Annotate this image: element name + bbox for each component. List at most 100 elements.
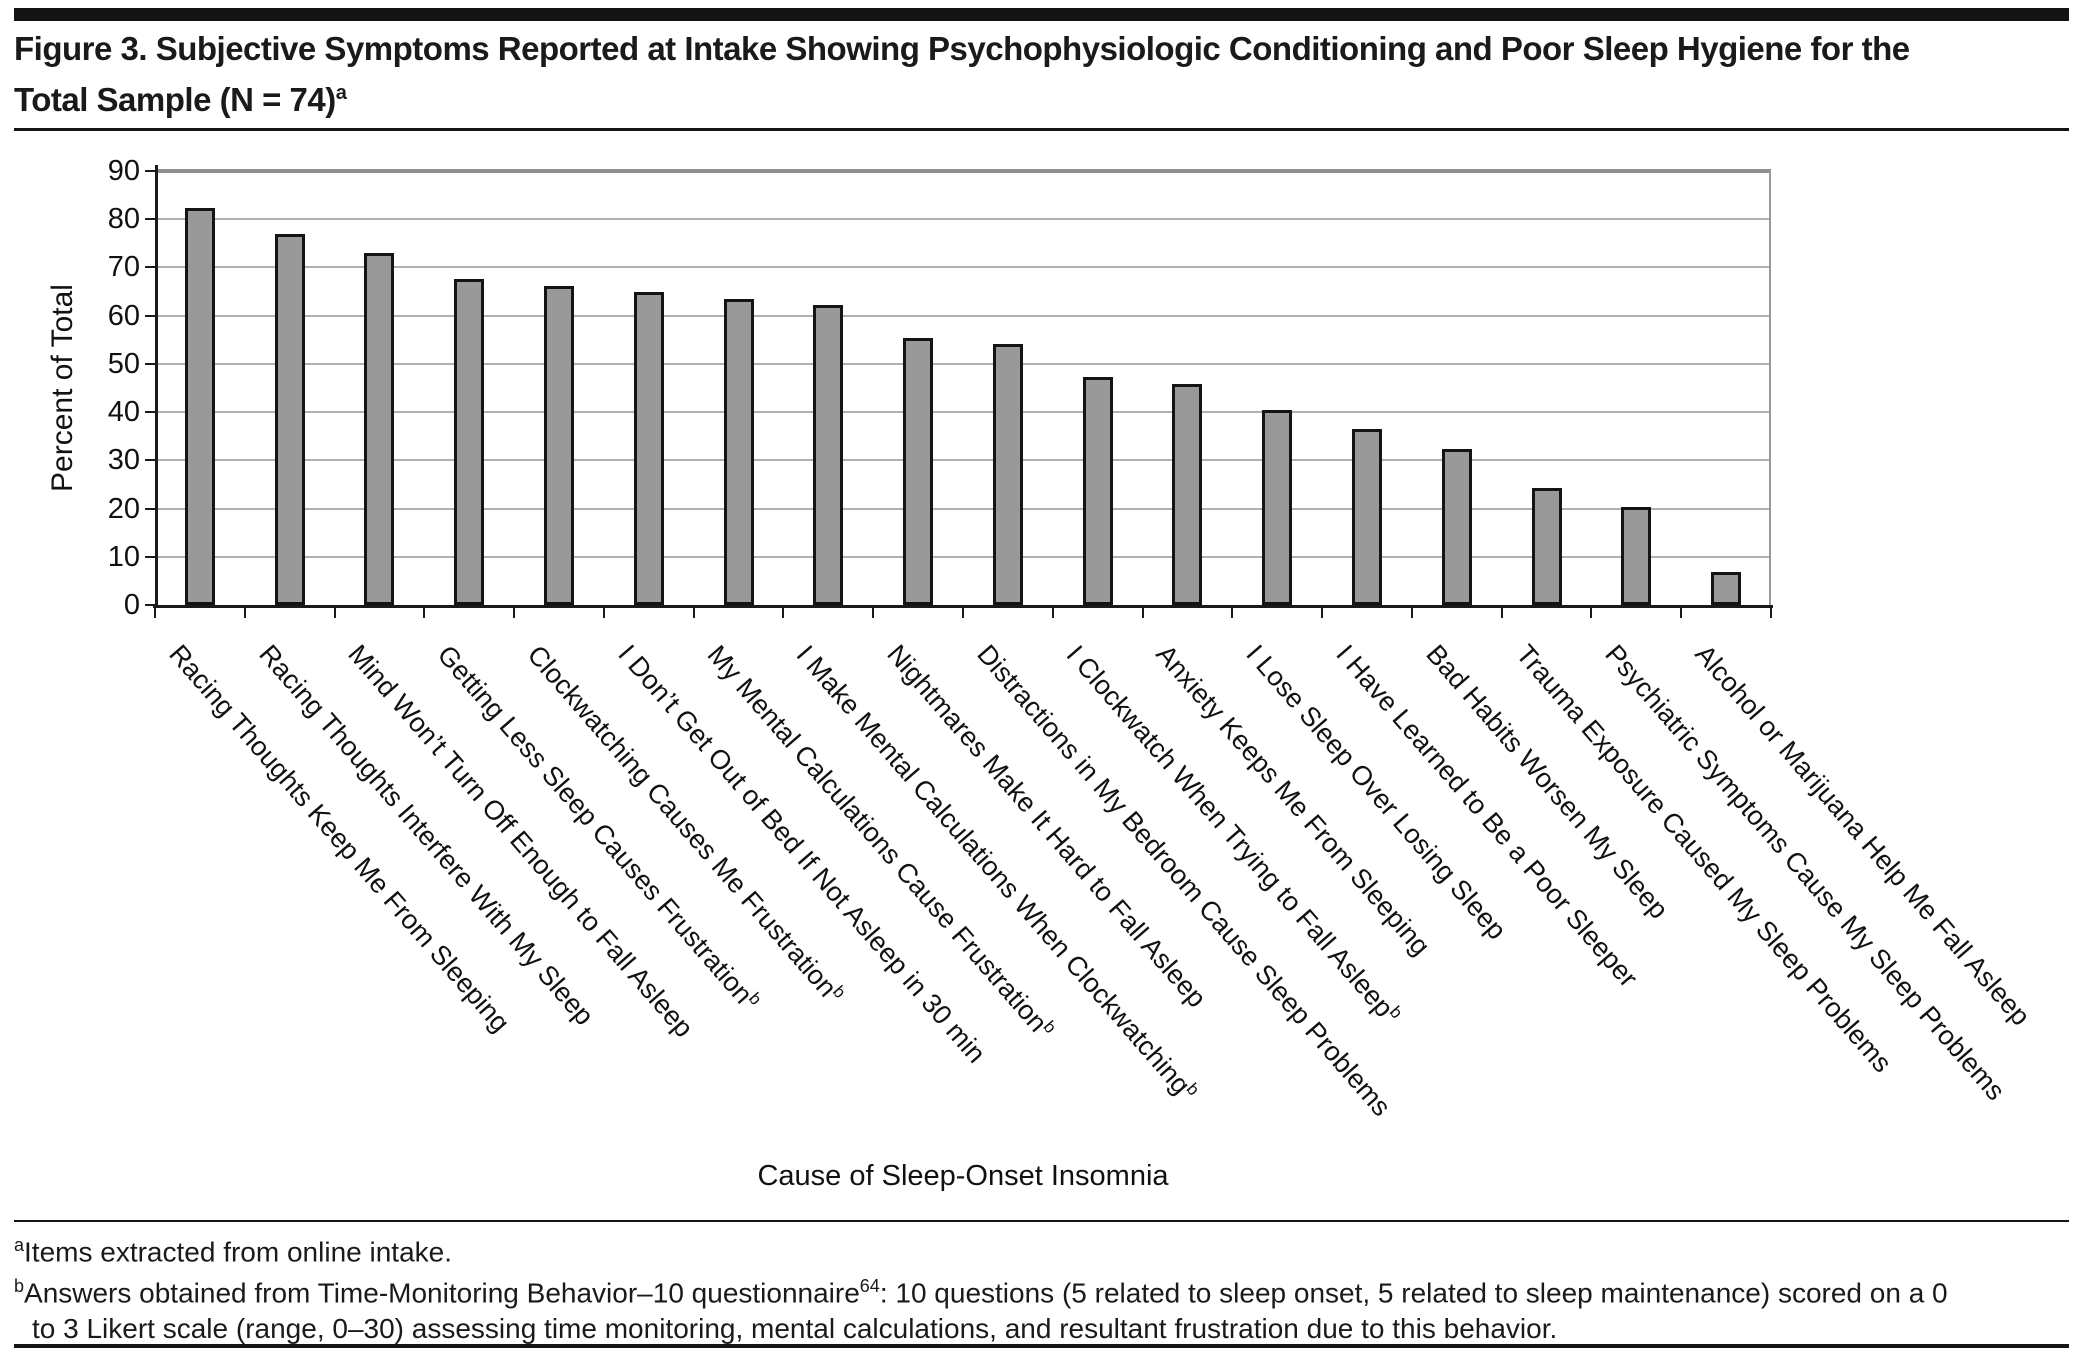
y-tick [145, 218, 155, 221]
gridline [155, 459, 1771, 462]
footnote-a-text: Items extracted from online intake. [24, 1236, 452, 1268]
x-tick [1410, 608, 1413, 618]
bar [1352, 428, 1382, 605]
footnote-a: aItems extracted from online intake. [14, 1228, 2069, 1269]
x-tick [782, 608, 785, 618]
footnote-b-text-1: Answers obtained from Time-Monitoring Be… [24, 1277, 860, 1309]
x-tick [602, 608, 605, 618]
x-axis-label: Distractions in My Bedroom Cause Sleep P… [971, 639, 1397, 1122]
bar [633, 292, 664, 605]
bar [1262, 409, 1293, 605]
y-tick-label: 60 [107, 299, 140, 332]
footnote-b-text-3: to 3 Likert scale (range, 0–30) assessin… [32, 1312, 1558, 1344]
x-tick [154, 608, 156, 618]
gridline [155, 411, 1771, 414]
bar [813, 305, 844, 605]
title-divider-rule [14, 128, 2069, 131]
bar [1082, 376, 1113, 605]
bar [723, 298, 754, 605]
x-tick [513, 608, 516, 618]
x-tick [243, 608, 246, 618]
x-tick [1770, 608, 1772, 618]
bar [992, 344, 1023, 605]
bar [1172, 383, 1203, 605]
y-tick [145, 170, 155, 172]
bottom-black-rule [14, 1344, 2069, 1348]
gridline [155, 507, 1771, 510]
x-tick [1680, 608, 1683, 618]
y-tick [145, 314, 155, 317]
x-axis-label: Racing Thoughts Interfere With My Sleep [253, 639, 600, 1031]
x-axis-title: Cause of Sleep-Onset Insomnia [757, 1160, 1169, 1192]
bar [454, 279, 485, 605]
x-tick [872, 608, 875, 618]
y-tick [145, 507, 155, 510]
top-black-rule [14, 8, 2069, 21]
x-axis-label-footnote-marker: b [1039, 1017, 1060, 1037]
bar [274, 233, 305, 605]
gridline [155, 362, 1771, 365]
footnote-b: bAnswers obtained from Time-Monitoring B… [14, 1269, 2069, 1345]
y-tick-label: 50 [107, 347, 140, 380]
footnote-b-reference: 64 [859, 1276, 880, 1297]
gridline [155, 169, 1771, 173]
y-tick-label: 30 [107, 444, 140, 477]
bar [903, 337, 934, 605]
x-tick [333, 608, 336, 618]
x-axis-label-footnote-marker: b [1385, 1002, 1406, 1023]
x-tick [423, 608, 426, 618]
bar [544, 285, 574, 605]
footnote-b-marker: b [14, 1276, 25, 1297]
y-axis-line [155, 165, 158, 607]
bar [1711, 572, 1742, 605]
x-axis-line [153, 605, 1773, 608]
gridline [155, 314, 1771, 317]
x-axis-label: Alcohol or Marijuana Help Me Fall Asleep [1689, 639, 2037, 1032]
x-axis-label-footnote-marker: b [1182, 1079, 1204, 1100]
y-tick-label: 10 [107, 540, 140, 573]
x-axis-label-footnote-marker: b [828, 982, 850, 1002]
x-axis-label: Psychiatric Symptoms Cause My Sleep Prob… [1599, 639, 2012, 1107]
y-tick [145, 362, 155, 365]
y-tick [145, 555, 155, 558]
y-tick [145, 411, 155, 414]
figure-title: Figure 3. Subjective Symptoms Reported a… [14, 26, 2069, 122]
gridline [155, 266, 1771, 269]
bar [1441, 448, 1472, 605]
x-axis-label-footnote-marker: b [745, 988, 766, 1009]
x-tick [962, 608, 964, 618]
footnotes: aItems extracted from online intake. bAn… [14, 1228, 2069, 1346]
y-tick-label: 20 [107, 492, 140, 525]
y-tick [145, 604, 155, 606]
x-axis-label: Getting Less Sleep Causes Frustrationb [431, 639, 766, 1010]
y-tick [145, 459, 155, 462]
x-tick [1590, 608, 1593, 618]
figure-title-line2: Total Sample (N = 74) [14, 81, 336, 118]
y-tick-label: 70 [107, 251, 140, 284]
figure-title-footnote-marker: a [335, 82, 347, 104]
gridline [155, 218, 1771, 221]
x-axis-label: Clockwatching Causes Me Frustrationb [521, 639, 850, 1003]
figure-title-line1: Figure 3. Subjective Symptoms Reported a… [14, 30, 1910, 67]
bar [364, 252, 395, 605]
bar [1531, 487, 1562, 605]
footnote-divider-rule [14, 1220, 2069, 1222]
plot-right-border [1769, 171, 1771, 605]
y-tick-label: 80 [107, 203, 140, 236]
x-tick [1321, 608, 1324, 618]
x-tick [1500, 608, 1503, 618]
x-axis-label: Trauma Exposure Caused My Sleep Problems [1509, 639, 1898, 1079]
y-tick-label: 90 [107, 155, 140, 187]
x-tick [1051, 608, 1054, 618]
gridline [155, 555, 1771, 558]
bar [184, 207, 215, 605]
x-axis-label: I Clockwatch When Trying to Fall Asleepb [1060, 639, 1406, 1023]
x-tick [1231, 608, 1234, 618]
footnote-a-marker: a [14, 1235, 25, 1255]
x-axis-label: Racing Thoughts Keep Me From Sleeping [163, 639, 516, 1038]
y-tick-label: 40 [107, 396, 140, 429]
bar [1621, 507, 1652, 605]
y-tick [145, 266, 155, 269]
